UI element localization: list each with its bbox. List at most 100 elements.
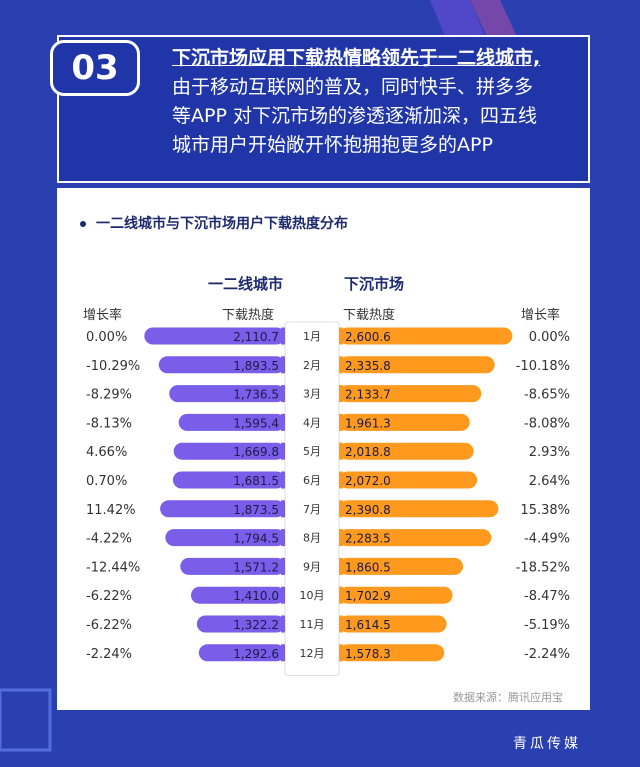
right-bar (339, 586, 453, 604)
left-value-label: 1,681.5 (233, 474, 279, 488)
right-value-label: 2,335.8 (345, 359, 391, 373)
left-bar (191, 586, 285, 604)
left-bar (198, 644, 285, 662)
right-bar (339, 644, 445, 662)
right-bar (339, 327, 513, 345)
right-value-label: 1,614.5 (345, 618, 391, 632)
right-bar-cap (339, 327, 343, 345)
right-bar-cap (339, 529, 343, 547)
chart-title-text: 一二线城市与下沉市场用户下载热度分布 (96, 216, 348, 232)
right-growth-rate: -5.19% (524, 618, 570, 633)
left-value-label: 1,893.5 (233, 359, 279, 373)
left-series-title: 一二线城市 (208, 275, 284, 293)
left-bar-cap (281, 500, 285, 518)
right-bar-cap (339, 442, 343, 460)
right-growth-rate: -4.49% (524, 532, 570, 547)
right-bar (339, 356, 495, 374)
right-value-label: 1,702.9 (345, 589, 391, 603)
right-bar (339, 385, 482, 403)
right-value-label: 1,860.5 (345, 560, 391, 574)
month-label: 3月 (303, 388, 321, 401)
right-growth-rate: -18.52% (516, 560, 570, 575)
month-column (284, 321, 340, 677)
left-bar (180, 557, 285, 575)
right-value-label: 2,390.8 (345, 503, 391, 517)
right-growth-rate: 0.00% (529, 330, 570, 345)
left-bar-cap (281, 586, 285, 604)
right-bar-cap (339, 500, 343, 518)
left-value-label: 2,110.7 (233, 330, 279, 344)
right-growth-rate: 2.64% (529, 474, 570, 489)
left-growth-rate: -4.22% (86, 532, 132, 547)
left-value-label: 1,873.5 (233, 503, 279, 517)
right-bar-cap (339, 413, 343, 431)
right-bar-cap (339, 586, 343, 604)
right-bar (339, 442, 474, 460)
month-label: 9月 (303, 560, 321, 573)
left-value-label: 1,595.4 (233, 416, 279, 430)
left-bar (158, 356, 285, 374)
left-value-label: 1,410.0 (233, 589, 279, 603)
right-growth-rate: -10.18% (516, 359, 570, 374)
left-value-label: 1,669.8 (233, 445, 279, 459)
month-label: 7月 (303, 503, 321, 516)
left-bar (173, 442, 285, 460)
header-line-3: 等APP 对下沉市场的渗透逐渐加深，四五线 (172, 105, 537, 127)
right-value-label: 1,961.3 (345, 416, 391, 430)
left-growth-rate: -2.24% (86, 647, 132, 662)
left-bar-cap (281, 615, 285, 633)
chart-title: 一二线城市与下沉市场用户下载热度分布 (80, 213, 348, 233)
right-bar-cap (339, 644, 343, 662)
header-box (57, 35, 590, 183)
left-bar (178, 413, 285, 431)
left-bar-cap (281, 385, 285, 403)
brand-name: 青瓜传媒 (513, 736, 581, 752)
left-growth-rate: -10.29% (86, 359, 140, 374)
right-bar (339, 413, 470, 431)
month-label: 6月 (303, 474, 321, 487)
left-bar-cap (281, 327, 285, 345)
right-value-label: 1,578.3 (345, 647, 391, 661)
right-value-label: 2,072.0 (345, 474, 391, 488)
left-growth-rate: 4.66% (86, 445, 127, 460)
right-bar-cap (339, 471, 343, 489)
right-bar (339, 557, 464, 575)
right-growth-header: 增长率 (521, 308, 561, 323)
left-growth-rate: -8.13% (86, 416, 132, 431)
right-bar-cap (339, 356, 343, 374)
left-bar-cap (281, 442, 285, 460)
left-growth-rate: 0.00% (86, 330, 127, 345)
left-bar (172, 471, 285, 489)
right-growth-rate: -8.08% (524, 416, 570, 431)
right-value-label: 2,600.6 (345, 330, 391, 344)
data-source: 数据来源：腾讯应用宝 (453, 691, 563, 704)
month-label: 12月 (300, 647, 325, 660)
left-value-label: 1,322.2 (233, 618, 279, 632)
right-bar (339, 615, 447, 633)
section-number-badge: 03 (50, 40, 140, 96)
left-bar (169, 385, 285, 403)
right-bar-cap (339, 385, 343, 403)
left-bar-cap (281, 644, 285, 662)
month-label: 2月 (303, 359, 321, 372)
right-value-header: 下载热度 (343, 308, 396, 323)
left-bar-cap (281, 529, 285, 547)
left-growth-rate: 0.70% (86, 474, 127, 489)
left-growth-rate: -6.22% (86, 618, 132, 633)
month-label: 8月 (303, 532, 321, 545)
right-series-title: 下沉市场 (344, 275, 405, 293)
right-value-label: 2,133.7 (345, 388, 391, 402)
left-bar-cap (281, 356, 285, 374)
left-value-label: 1,292.6 (233, 647, 279, 661)
left-bar (165, 529, 285, 547)
left-bar-cap (281, 557, 285, 575)
right-growth-rate: 2.93% (529, 445, 570, 460)
right-value-label: 2,283.5 (345, 532, 391, 546)
month-label: 5月 (303, 445, 321, 458)
right-value-label: 2,018.8 (345, 445, 391, 459)
right-bar-cap (339, 615, 343, 633)
left-bar-cap (281, 413, 285, 431)
right-growth-rate: 15.38% (520, 503, 570, 518)
month-label: 4月 (303, 416, 321, 429)
